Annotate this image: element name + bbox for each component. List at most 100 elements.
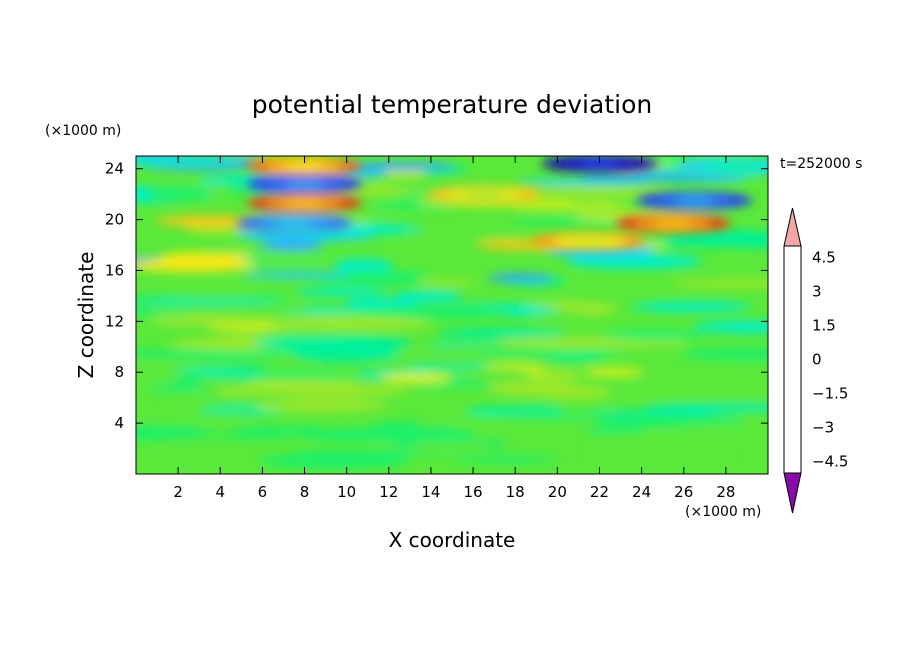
field-texture-blob — [242, 271, 350, 279]
x-tick-label: 20 — [548, 483, 567, 501]
y-axis: 4 8 12 16 20 24 — [105, 160, 768, 432]
field-texture-blob — [599, 329, 705, 341]
time-label: t=252000 s — [780, 156, 862, 172]
x-tick-label: 24 — [632, 483, 651, 501]
field-texture-blob — [260, 452, 410, 469]
field-texture-blob — [631, 301, 752, 312]
y-tick-label: 16 — [105, 261, 124, 279]
y-tick-label: 8 — [114, 363, 124, 381]
field-texture-blob — [181, 366, 268, 379]
field-texture-blob — [235, 379, 360, 390]
field-texture-blob — [394, 290, 463, 302]
field-texture-blob — [379, 372, 452, 384]
colorbar-tick-label: 3 — [812, 282, 822, 300]
x-tick-label: 10 — [337, 483, 356, 501]
field-texture-blob — [671, 423, 768, 439]
field-texture-blob — [136, 425, 214, 440]
x-axis-label: X coordinate — [389, 528, 516, 552]
x-tick-label: 18 — [506, 483, 525, 501]
field-feature — [674, 196, 715, 205]
field-texture-blob — [494, 411, 607, 420]
field-feature — [284, 180, 325, 188]
y-axis-label: Z coordinate — [74, 252, 98, 379]
field-texture-blob — [707, 232, 768, 248]
field-texture-blob — [408, 441, 487, 453]
field-texture-blob — [614, 386, 768, 396]
x-tick-label: 16 — [464, 483, 483, 501]
colorbar-over-arrow — [783, 207, 802, 247]
x-tick-label: 4 — [215, 483, 225, 501]
colorbar-tick-label: 4.5 — [812, 248, 836, 266]
field-texture-blob — [136, 413, 263, 421]
colorbar-tick-label: −4.5 — [812, 453, 848, 471]
field-texture-blob — [136, 156, 245, 166]
field-texture-blob — [268, 316, 431, 331]
field-feature — [653, 219, 694, 228]
field-texture-blob — [136, 257, 256, 272]
field-texture-blob — [199, 378, 253, 387]
y-tick-label: 20 — [105, 211, 124, 229]
field-texture-blob — [679, 347, 768, 360]
y-unit-label: (×1000 m) — [45, 123, 121, 139]
field-texture-blob — [136, 298, 278, 307]
field-texture-blob — [646, 403, 768, 412]
field-texture-blob — [583, 367, 645, 377]
field-texture-blob — [245, 328, 349, 337]
colorbar-tick-label: 1.5 — [812, 316, 836, 334]
field-texture-blob — [407, 229, 531, 240]
field-texture-blob — [509, 203, 631, 210]
field-texture-blob — [512, 186, 673, 197]
field-texture-blob — [487, 273, 555, 283]
field-texture-blob — [333, 258, 393, 274]
heatmap-field — [136, 156, 768, 474]
field-texture-blob — [168, 393, 256, 405]
field-texture — [136, 156, 768, 469]
x-tick-label: 14 — [421, 483, 440, 501]
field-texture-blob — [438, 328, 566, 339]
field-texture-blob — [425, 368, 535, 378]
field-texture-blob — [579, 172, 746, 181]
field-texture-blob — [258, 240, 324, 250]
field-texture-blob — [289, 346, 402, 362]
colorbar: 4.5 3 1.5 0 −1.5 −3 −4.5 — [783, 207, 848, 514]
x-tick-label: 2 — [173, 483, 183, 501]
field-texture-blob — [495, 338, 650, 349]
field-feature — [284, 199, 325, 208]
field-texture-blob — [165, 284, 263, 299]
field-texture-blob — [669, 279, 768, 288]
field-texture-blob — [155, 215, 262, 227]
field-texture-blob — [244, 249, 325, 260]
field-texture-blob — [351, 305, 515, 319]
field-texture-blob — [454, 455, 558, 463]
colorbar-under-arrow — [783, 472, 802, 514]
colorbar-tick-label: −1.5 — [812, 385, 848, 403]
field-texture-blob — [136, 370, 177, 387]
field-feature — [463, 190, 504, 199]
x-tick-label: 26 — [674, 483, 693, 501]
field-texture-blob — [519, 178, 651, 185]
x-tick-label: 22 — [590, 483, 609, 501]
colorbar-tick-label: 0 — [812, 351, 822, 369]
field-texture-blob — [415, 279, 478, 286]
x-tick-label: 28 — [716, 483, 735, 501]
field-texture-blob — [609, 417, 663, 429]
field-texture-blob — [147, 185, 210, 201]
field-features — [236, 156, 768, 251]
field-texture-blob — [210, 432, 297, 440]
y-tick-label: 4 — [114, 414, 124, 432]
x-tick-label: 12 — [379, 483, 398, 501]
field-texture-blob — [253, 399, 388, 412]
field-texture-blob — [533, 310, 595, 325]
field-texture-blob — [342, 162, 457, 171]
chart-title: potential temperature deviation — [252, 90, 652, 119]
field-texture-blob — [294, 287, 387, 297]
field-texture-blob — [148, 315, 259, 326]
x-unit-label: (×1000 m) — [685, 504, 761, 520]
field-feature — [284, 162, 325, 171]
field-texture-blob — [413, 381, 504, 388]
y-tick-label: 24 — [105, 160, 124, 178]
field-texture-blob — [228, 426, 326, 433]
field-texture-blob — [585, 451, 737, 459]
field-texture-blob — [474, 348, 629, 357]
